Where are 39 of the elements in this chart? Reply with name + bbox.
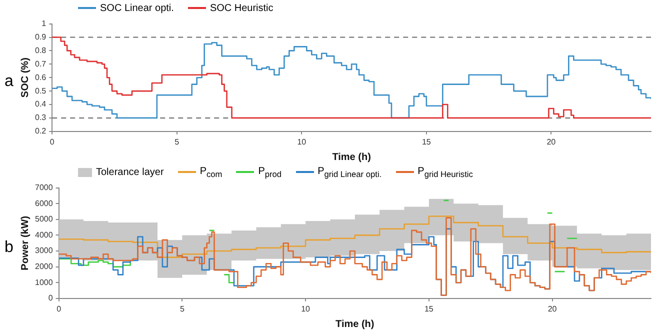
y-tick-label: 1 xyxy=(42,19,47,28)
y-tick-label: 1000 xyxy=(35,278,54,287)
x-axis-title: Time (h) xyxy=(332,152,371,163)
y-tick-label: 0.8 xyxy=(34,46,47,55)
text: Tolerance layer xyxy=(96,166,164,178)
x-tick-label: 15 xyxy=(422,137,432,146)
legend-label: P$_{grid Linear opti.}$ xyxy=(318,166,382,178)
x-axis-title: Time (h) xyxy=(336,318,374,330)
y-axis-title: Power (kW) xyxy=(20,216,31,270)
x-tick-label: 10 xyxy=(301,304,311,314)
y-tick-label: 6000 xyxy=(35,198,54,208)
y-tick-label: 0.4 xyxy=(34,100,47,109)
y-tick-label: 7000 xyxy=(35,183,54,192)
y-tick-label: 5000 xyxy=(35,214,54,224)
x-tick-label: 5 xyxy=(174,137,180,146)
legend-label: P$_{prod}$ xyxy=(258,166,282,178)
text: b xyxy=(4,238,14,256)
legend-label: SOC Linear opti. xyxy=(100,2,174,14)
y-tick-label: 0.6 xyxy=(34,72,47,82)
y-axis-title: SOC (%) xyxy=(20,58,31,98)
x-tick-label: 20 xyxy=(546,137,556,146)
x-tick-label: 0 xyxy=(56,304,62,314)
legend-label: P$_{com}$ xyxy=(200,166,222,178)
y-tick-label: 0.2 xyxy=(34,126,47,136)
y-tick-label: 0.5 xyxy=(34,86,47,96)
x-tick-label: 20 xyxy=(548,304,558,314)
y-tick-label: 2000 xyxy=(35,262,54,272)
y-tick-label: 4000 xyxy=(35,230,54,240)
y-tick-label: 0 xyxy=(48,294,54,303)
x-tick-label: 10 xyxy=(297,137,307,146)
legend-label: SOC Heuristic xyxy=(210,2,274,14)
y-tick-label: 0.9 xyxy=(34,32,47,42)
y-tick-label: 0.3 xyxy=(34,113,47,122)
text: a xyxy=(4,73,14,91)
x-tick-label: 5 xyxy=(180,304,185,314)
legend-label: P$_{grid Heuristic}$ xyxy=(418,166,473,178)
y-tick-label: 3000 xyxy=(35,246,54,256)
y-tick-label: 0.7 xyxy=(34,59,47,68)
x-tick-label: 15 xyxy=(424,304,434,314)
